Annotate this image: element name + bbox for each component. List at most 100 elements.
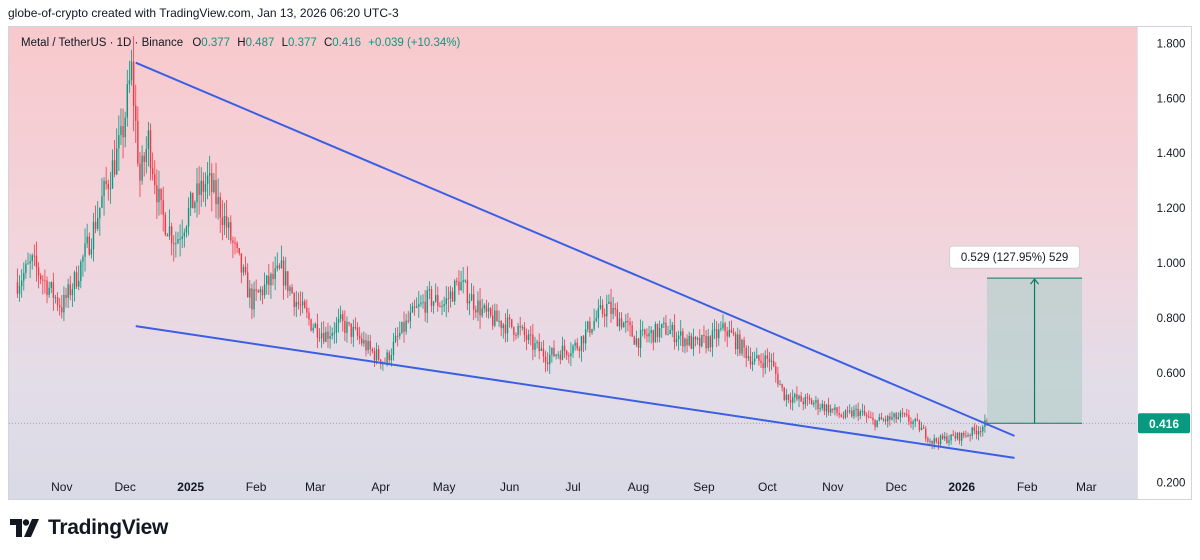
candle-body [629, 322, 631, 326]
candle-body [263, 284, 266, 296]
candle-body [785, 394, 788, 400]
candle-body [335, 323, 338, 333]
candle-body [756, 355, 758, 359]
candle-body [523, 326, 526, 336]
candle-body [576, 342, 578, 349]
candle-body [88, 236, 90, 255]
candle-body [779, 384, 781, 386]
trendline-upper[interactable] [135, 61, 1015, 437]
candle-body [282, 260, 285, 286]
candle-body [671, 324, 673, 331]
candle-body [489, 308, 492, 316]
tradingview-branding[interactable]: TradingView [10, 516, 168, 540]
candle-body [287, 271, 289, 292]
candle-body [206, 175, 209, 184]
candle-body [48, 287, 50, 295]
symbol-legend[interactable]: Metal / TetherUS · 1D · Binance O0.377 H… [21, 37, 460, 49]
candle-body [709, 336, 712, 348]
candle-body [665, 322, 667, 335]
candle-body [481, 308, 483, 316]
tradingview-logo-icon [10, 519, 39, 537]
candle-body [599, 305, 602, 309]
candle-body [192, 192, 194, 209]
candle-body [441, 306, 443, 308]
candle-body [468, 300, 471, 304]
candle-body [963, 432, 965, 436]
candle-body [71, 289, 74, 296]
candle-body [561, 345, 564, 360]
candle-body [65, 294, 67, 298]
candle-body [783, 387, 785, 400]
candle-body [31, 255, 33, 262]
candlestick-chart[interactable]: 0.529 (127.95%) 529 [9, 27, 1191, 499]
candle-body [582, 336, 585, 344]
candle-body [973, 427, 976, 431]
candle-body [893, 413, 895, 418]
candle-body [492, 315, 494, 326]
trendline-lower[interactable] [135, 325, 1015, 459]
candle-body [342, 314, 344, 321]
candle-body [215, 180, 217, 205]
candle-body [817, 400, 819, 409]
candle-body [39, 275, 42, 280]
candle-body [312, 327, 314, 331]
candle-body [870, 417, 872, 419]
candle-body [390, 355, 393, 361]
candle-body [479, 300, 481, 316]
candle-body [787, 394, 790, 401]
candle-body [802, 401, 804, 405]
candle-body [29, 261, 31, 264]
candle-body [830, 408, 832, 413]
candle-body [470, 294, 473, 301]
candle-body [625, 320, 627, 323]
candle-body [979, 431, 982, 433]
candle-body [933, 438, 935, 444]
candle-body [230, 222, 232, 241]
chart-panel[interactable]: 0.529 (127.95%) 529 0.200 0.400 0.600 0.800… [8, 26, 1192, 500]
candle-body [158, 188, 160, 203]
candle-body [84, 243, 86, 257]
high-value: 0.487 [245, 37, 275, 49]
price-axis[interactable] [1137, 27, 1191, 499]
candle-body [97, 218, 99, 229]
candle-body [565, 350, 568, 356]
candle-body [18, 286, 21, 294]
candle-body [939, 435, 942, 445]
candle-body [663, 322, 665, 324]
high-label: H [237, 37, 246, 49]
candle-body [861, 410, 864, 412]
candle-body [314, 323, 316, 328]
candle-body [608, 301, 610, 304]
candle-body [722, 323, 724, 329]
candle-body [622, 322, 625, 328]
candle-body [350, 323, 352, 337]
candle-body [612, 308, 614, 315]
candle-body [887, 416, 889, 422]
candle-body [851, 410, 853, 417]
candle-body [103, 180, 105, 197]
candle-body [781, 384, 783, 388]
candle-body [291, 287, 293, 294]
candle-body [56, 297, 59, 306]
candle-body [519, 325, 521, 328]
candle-body [143, 155, 145, 162]
candle-body [392, 341, 395, 356]
candle-body [675, 339, 678, 343]
candle-body [872, 417, 874, 421]
candle-body [405, 320, 407, 332]
candle-body [401, 322, 403, 333]
candle-body [367, 341, 369, 351]
candle-body [320, 333, 323, 339]
candle-body [775, 366, 777, 374]
candle-body [553, 347, 555, 357]
candle-body [718, 329, 720, 339]
candle-body [568, 355, 570, 357]
candle-body [720, 328, 722, 330]
candle-body [496, 310, 498, 322]
candle-body [806, 396, 809, 399]
candle-body [352, 327, 355, 337]
candle-body [977, 431, 980, 435]
candle-body [318, 337, 321, 339]
candle-body [35, 255, 38, 268]
candle-body [711, 330, 714, 348]
